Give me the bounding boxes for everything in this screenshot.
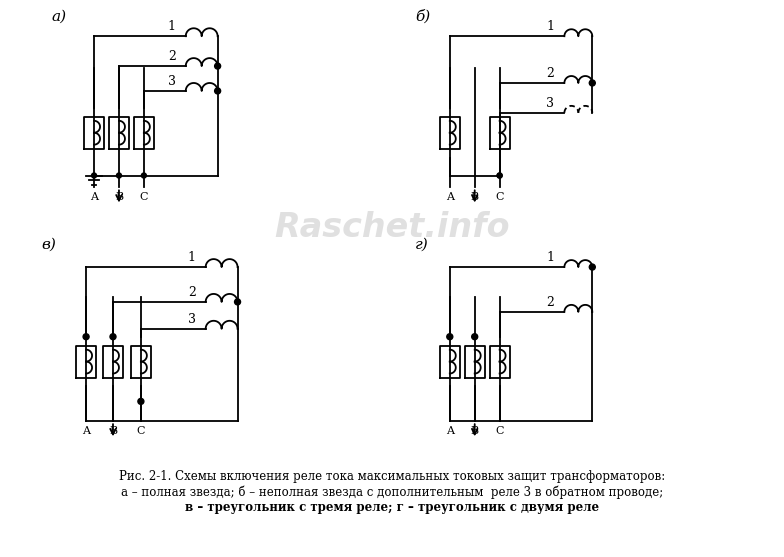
- Text: C: C: [136, 426, 145, 436]
- Circle shape: [234, 299, 241, 305]
- Text: B: B: [470, 192, 479, 202]
- Circle shape: [590, 264, 595, 270]
- Text: A: A: [82, 426, 90, 436]
- Circle shape: [447, 334, 453, 340]
- Circle shape: [117, 173, 122, 178]
- Text: 2: 2: [168, 50, 176, 63]
- Text: б): б): [415, 9, 430, 23]
- Circle shape: [83, 334, 89, 340]
- Text: Рис. 2-1. Схемы включения реле тока максимальных токовых защит трансформаторов:: Рис. 2-1. Схемы включения реле тока макс…: [119, 470, 665, 482]
- Text: 1: 1: [187, 251, 196, 264]
- Text: C: C: [140, 192, 148, 202]
- Text: 3: 3: [546, 97, 554, 110]
- Text: 2: 2: [546, 296, 554, 309]
- Text: C: C: [495, 192, 504, 202]
- Text: в): в): [42, 238, 56, 252]
- Circle shape: [215, 63, 220, 69]
- Text: 2: 2: [188, 286, 196, 299]
- Circle shape: [138, 398, 144, 404]
- Circle shape: [472, 334, 477, 340]
- Text: 1: 1: [168, 20, 176, 33]
- Circle shape: [110, 334, 116, 340]
- Text: A: A: [446, 192, 454, 202]
- Circle shape: [215, 88, 220, 94]
- Text: B: B: [115, 192, 123, 202]
- Text: 3: 3: [168, 75, 176, 88]
- Circle shape: [497, 173, 502, 178]
- Text: B: B: [109, 426, 117, 436]
- Text: 3: 3: [187, 313, 196, 326]
- Text: 1: 1: [546, 20, 554, 33]
- Circle shape: [92, 173, 96, 178]
- Circle shape: [590, 80, 595, 86]
- Text: в – треугольник с тремя реле; г – треугольник с двумя реле: в – треугольник с тремя реле; г – треуго…: [185, 501, 599, 514]
- Circle shape: [141, 173, 147, 178]
- Text: B: B: [470, 426, 479, 436]
- Text: а – полная звезда; б – неполная звезда с дополнительным  реле 3 в обратном прово: а – полная звезда; б – неполная звезда с…: [121, 485, 663, 499]
- Text: 2: 2: [546, 67, 554, 80]
- Text: 1: 1: [546, 251, 554, 264]
- Text: A: A: [446, 426, 454, 436]
- Circle shape: [497, 173, 502, 178]
- Text: C: C: [495, 426, 504, 436]
- Text: а): а): [51, 9, 67, 23]
- Text: Raschet.info: Raschet.info: [274, 211, 510, 244]
- Text: г): г): [415, 238, 429, 252]
- Text: A: A: [90, 192, 98, 202]
